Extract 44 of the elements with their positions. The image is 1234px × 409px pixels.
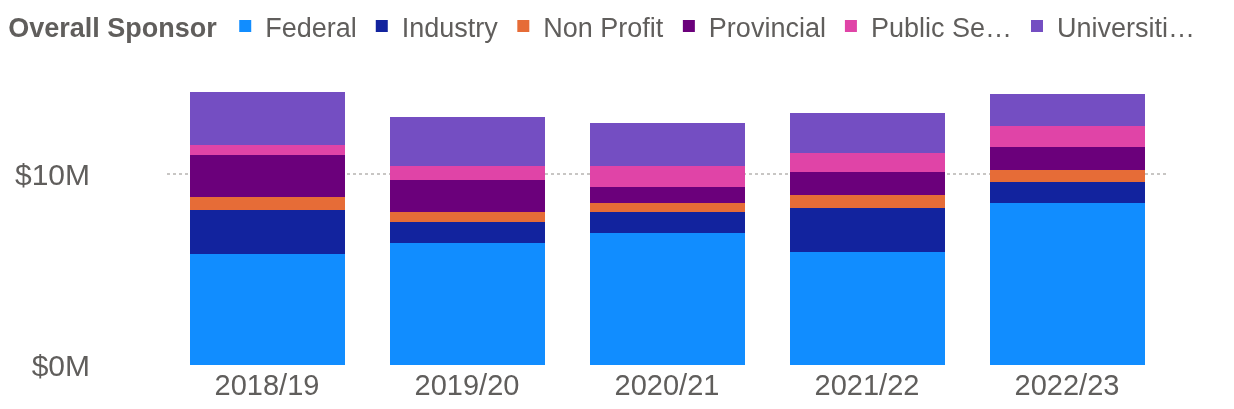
legend-label: Federal: [265, 12, 357, 43]
bar: [189, 254, 345, 365]
y-tick-label: $10M: [14, 157, 90, 191]
bar: [789, 153, 945, 173]
bar: [389, 179, 545, 213]
bar: [589, 233, 745, 365]
legend-label: Provincial: [708, 12, 826, 43]
bar: [389, 242, 545, 365]
legend-label: Industry: [401, 12, 499, 43]
bar: [789, 208, 945, 253]
bar: [189, 155, 345, 197]
bar: [389, 166, 545, 180]
bar: [189, 210, 345, 255]
y-tick-label: $0M: [31, 348, 90, 382]
bar: [389, 221, 545, 243]
legend-label: Universiti…: [1056, 12, 1196, 43]
bar: [789, 252, 945, 365]
legend-title: Overall Sponsor: [8, 13, 218, 44]
bar: [789, 172, 945, 196]
bar: [989, 126, 1145, 148]
legend-label: Non Profit: [543, 12, 664, 43]
bar: [589, 122, 745, 167]
bar: [789, 113, 945, 154]
bar: [189, 197, 345, 211]
x-tick-label: 2019/20: [414, 369, 520, 401]
bar: [989, 93, 1145, 127]
x-tick-label: 2022/23: [1014, 369, 1120, 401]
legend-label: Public Se…: [870, 12, 1012, 43]
bar: [789, 195, 945, 209]
bar: [589, 202, 745, 213]
x-tick-label: 2018/19: [214, 369, 320, 401]
bar: [189, 92, 345, 146]
bar: [589, 166, 745, 188]
bar: [989, 181, 1145, 203]
bar: [989, 202, 1145, 365]
bar: [389, 212, 545, 222]
bar: [589, 212, 745, 234]
x-tick-label: 2021/22: [814, 369, 920, 401]
bar: [989, 170, 1145, 182]
bar: [989, 147, 1145, 171]
bar: [389, 116, 545, 167]
bar: [189, 145, 345, 155]
bar: [589, 187, 745, 203]
x-tick-label: 2020/21: [614, 369, 720, 401]
